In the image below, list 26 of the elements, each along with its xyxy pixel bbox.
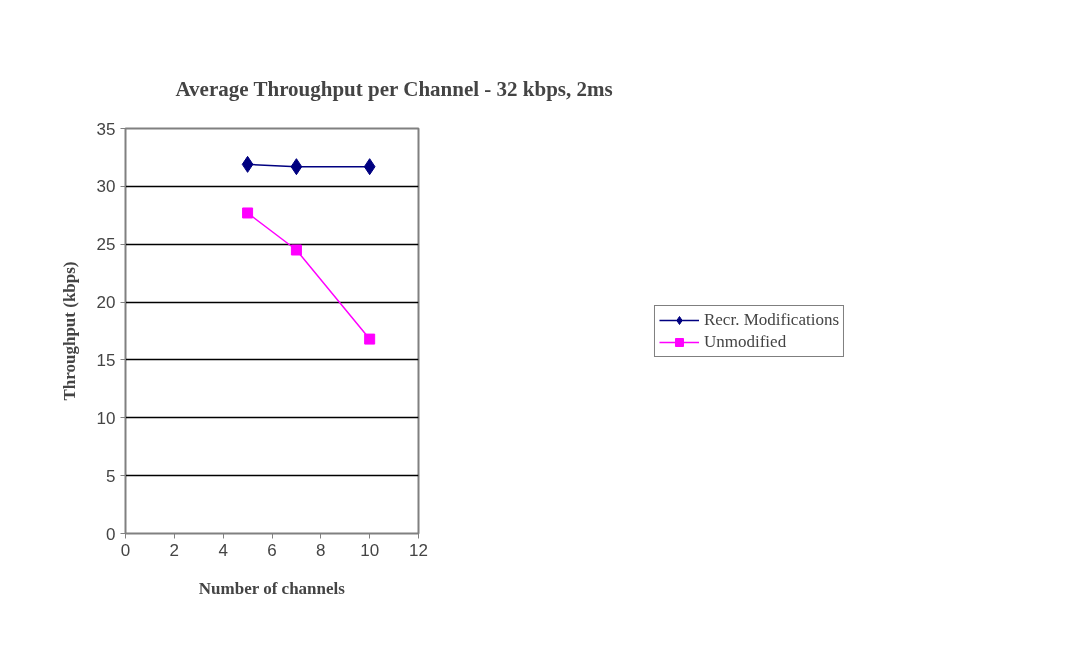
x-tick-label: 4 [218, 540, 228, 560]
point [363, 158, 376, 176]
point [290, 244, 302, 256]
legend-label: Unmodified [703, 331, 787, 352]
legend-label: Recr. Modifications [703, 309, 840, 330]
y-tick-label: 35 [96, 119, 116, 139]
y-axis-title: Throughput (kbps) [59, 261, 79, 401]
point [241, 155, 254, 173]
point [290, 158, 303, 176]
x-tick-label: 2 [169, 540, 180, 560]
y-tick-label: 20 [96, 293, 116, 313]
x-tick-label: 12 [409, 540, 428, 560]
chart-title: Average Throughput per Channel - 32 kbps, 2ms [175, 77, 613, 101]
y-tick-label: 0 [106, 524, 116, 544]
x-tick-label: 8 [316, 540, 326, 560]
x-tick-label: 0 [120, 540, 131, 560]
y-tick-label: 5 [106, 466, 116, 486]
point [242, 207, 254, 219]
point [364, 333, 376, 345]
y-tick-label: 25 [96, 235, 116, 255]
y-tick-label: 15 [96, 350, 116, 370]
y-tick-label: 10 [96, 408, 116, 428]
x-tick-label: 10 [360, 540, 380, 560]
y-tick-label: 30 [96, 177, 116, 197]
x-tick-label: 6 [267, 540, 277, 560]
x-axis-title: Number of channels [198, 578, 346, 598]
